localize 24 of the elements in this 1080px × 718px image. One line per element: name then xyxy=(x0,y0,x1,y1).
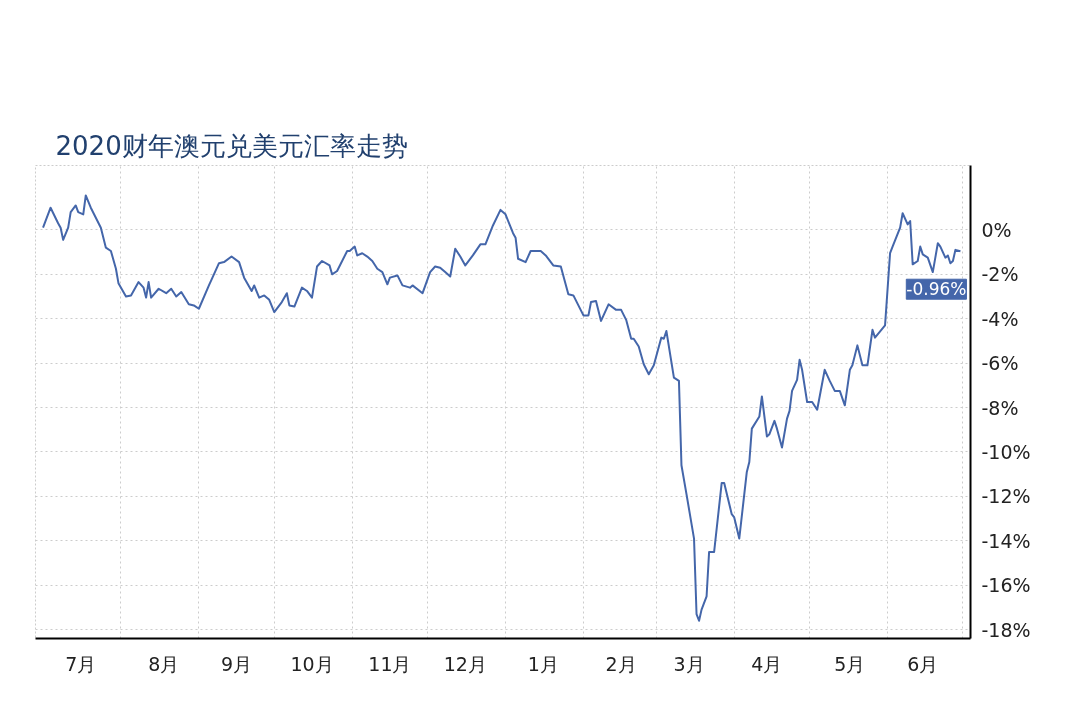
chart-title: 2020财年澳元兑美元汇率走势 xyxy=(55,130,408,161)
y-tick-label: -6% xyxy=(981,352,1019,375)
annotation: -0.96% xyxy=(906,279,967,300)
y-tick-label: -16% xyxy=(981,574,1031,597)
x-tick-label: 1月 xyxy=(527,652,559,675)
x-tick-label: 12月 xyxy=(443,652,487,675)
y-tick-label: 0% xyxy=(981,218,1012,241)
x-tick-label: 4月 xyxy=(751,652,783,675)
y-tick-label: -2% xyxy=(981,263,1019,286)
y-tick-label: -14% xyxy=(981,529,1031,552)
y-tick-label: -4% xyxy=(981,307,1019,330)
x-tick-label: 10月 xyxy=(290,652,334,675)
y-tick-label: -18% xyxy=(981,618,1031,641)
x-tick-label: 11月 xyxy=(368,652,412,675)
x-tick-label: 6月 xyxy=(907,652,939,675)
x-tick-label: 7月 xyxy=(65,652,97,675)
x-tick-label: 2月 xyxy=(605,652,637,675)
y-tick-label: -12% xyxy=(981,485,1031,508)
x-tick-label: 8月 xyxy=(148,652,180,675)
x-tick-label: 3月 xyxy=(673,652,705,675)
y-tick-label: -8% xyxy=(981,396,1019,419)
x-tick-label: 9月 xyxy=(221,652,253,675)
x-tick-label: 5月 xyxy=(834,652,866,675)
y-tick-label: -10% xyxy=(981,440,1031,463)
